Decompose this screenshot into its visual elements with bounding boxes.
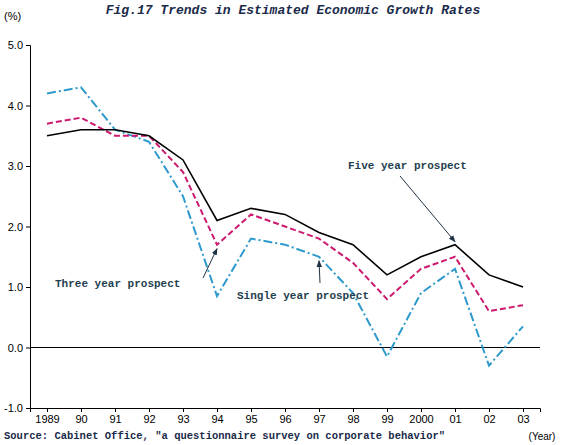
y-axis: -1.0 0.0 1.0 2.0 3.0 4.0 5.0 (4, 39, 30, 414)
y-tick-mark (26, 166, 30, 167)
y-tick-mark (26, 348, 30, 349)
x-tick-label: 1989 (35, 413, 59, 425)
x-tick-mark (47, 408, 48, 412)
source-note: Source: Cabinet Office, "a questionnaire… (4, 430, 445, 442)
x-tick: 98 (347, 408, 359, 425)
y-tick-mark (26, 408, 30, 409)
x-tick-label: 91 (109, 413, 121, 425)
y-tick-mark (26, 287, 30, 288)
y-tick: 0.0 (8, 342, 30, 354)
x-tick-mark (523, 408, 524, 412)
x-tick: 93 (177, 408, 189, 425)
y-tick: 4.0 (8, 100, 30, 112)
x-tick: 90 (75, 408, 87, 425)
series-line (47, 118, 523, 312)
y-tick-label: 4.0 (8, 100, 23, 112)
series-line (47, 87, 523, 365)
series-annotation: Three year prospect (55, 278, 180, 290)
x-tick: 96 (279, 408, 291, 425)
x-tick-label: 99 (381, 413, 393, 425)
y-tick-label: 3.0 (8, 160, 23, 172)
x-tick-mark (489, 408, 490, 412)
x-tick-label: 98 (347, 413, 359, 425)
y-tick: -1.0 (4, 402, 30, 414)
x-tick-label: 2000 (409, 413, 433, 425)
annotation-arrow (400, 176, 455, 242)
annotation-arrow (203, 249, 217, 278)
chart-svg: Fig.17 Trends in Estimated Economic Grow… (0, 0, 586, 445)
x-tick-label: 96 (279, 413, 291, 425)
x-tick-label: 90 (75, 413, 87, 425)
plot-area (47, 87, 523, 365)
x-tick: 97 (313, 408, 325, 425)
x-tick: 1989 (35, 408, 59, 425)
x-tick-label: 97 (313, 413, 325, 425)
x-tick-mark (455, 408, 456, 412)
x-tick: 01 (449, 408, 461, 425)
y-tick-label: 5.0 (8, 39, 23, 51)
x-tick-mark (387, 408, 388, 412)
zero-line (30, 347, 540, 348)
x-tick: 95 (245, 408, 257, 425)
x-tick-label: 01 (449, 413, 461, 425)
x-tick: 03 (517, 408, 529, 425)
y-tick-label: -1.0 (4, 402, 23, 414)
x-axis-title: (Year) (529, 431, 556, 442)
x-tick-mark (183, 408, 184, 412)
y-tick-label: 1.0 (8, 281, 23, 293)
y-tick-mark (26, 227, 30, 228)
x-tick-label: 02 (483, 413, 495, 425)
x-tick-label: 93 (177, 413, 189, 425)
chart-container: Fig.17 Trends in Estimated Economic Grow… (0, 0, 586, 445)
y-axis-title: (%) (4, 10, 21, 22)
x-tick-label: 92 (143, 413, 155, 425)
x-tick-mark (217, 408, 218, 412)
x-tick-mark (421, 408, 422, 412)
annotation-arrow (319, 261, 320, 283)
series-annotation: Five year prospect (348, 160, 467, 172)
x-tick-label: 03 (517, 413, 529, 425)
x-tick: 92 (143, 408, 155, 425)
y-tick-label: 2.0 (8, 221, 23, 233)
y-tick: 1.0 (8, 281, 30, 293)
x-tick-mark (115, 408, 116, 412)
y-tick: 2.0 (8, 221, 30, 233)
y-tick: 5.0 (8, 39, 30, 51)
x-tick-label: 94 (211, 413, 223, 425)
x-axis: 1989 90 91 92 93 94 95 96 97 98 99 2000 01 02 03 (31, 408, 541, 425)
x-tick: 99 (381, 408, 393, 425)
x-tick-mark (353, 408, 354, 412)
y-tick: 3.0 (8, 160, 30, 172)
x-tick-mark (285, 408, 286, 412)
x-tick-label: 95 (245, 413, 257, 425)
x-axis-line (31, 409, 541, 413)
x-tick: 91 (109, 408, 121, 425)
y-tick-mark (26, 45, 30, 46)
series-annotation: Single year prospect (237, 290, 369, 302)
x-tick: 94 (211, 408, 223, 425)
y-tick-label: 0.0 (8, 342, 23, 354)
y-tick-mark (26, 106, 30, 107)
chart-title: Fig.17 Trends in Estimated Economic Grow… (106, 3, 481, 18)
series-line (47, 130, 523, 287)
x-tick-mark (81, 408, 82, 412)
x-tick-mark (319, 408, 320, 412)
x-tick-mark (251, 408, 252, 412)
y-axis-line (26, 46, 31, 409)
x-tick-mark (149, 408, 150, 412)
x-tick: 02 (483, 408, 495, 425)
x-tick: 2000 (409, 408, 433, 425)
